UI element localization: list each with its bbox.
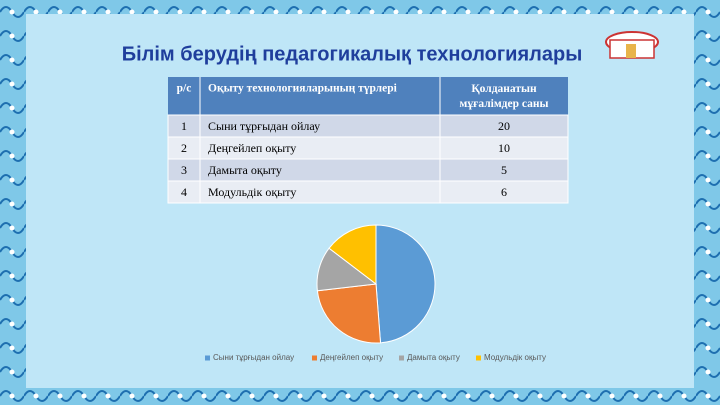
table-cell: 4 xyxy=(181,185,187,199)
table-cell: 20 xyxy=(498,119,510,133)
header-cell: р/с xyxy=(177,83,192,95)
pie-chart: Сыни тұрғыдан ойлау Деңгейлеп оқыту Дамыта… xyxy=(205,224,546,362)
table-cell: Модульдік оқыту xyxy=(208,185,296,199)
legend-label: Модульдік оқыту xyxy=(484,353,546,362)
table-row-bg xyxy=(167,180,569,204)
table-header-bg xyxy=(168,77,568,115)
yurt-icon xyxy=(605,31,659,59)
pie-slice xyxy=(328,224,377,286)
legend-label: Деңгейлеп оқыту xyxy=(320,353,383,362)
table-cell: 3 xyxy=(181,163,187,177)
table: р/с Оқыту технологияларының түрлері Қолдан… xyxy=(167,77,569,204)
table-cell: Деңгейлеп оқыту xyxy=(208,141,296,155)
table-cell: 10 xyxy=(498,141,510,155)
table-cell: Сыни тұрғыдан ойлау xyxy=(208,119,320,133)
table-cell: 1 xyxy=(181,119,187,133)
border-left xyxy=(0,0,26,405)
table-cell: 6 xyxy=(501,185,507,199)
slide-title: Білім берудің педагогикалық технологияла… xyxy=(122,43,583,65)
table-cell: Дамыта оқыту xyxy=(208,163,282,177)
table-cell: 5 xyxy=(501,163,507,177)
header-cell: Оқыту технологияларының түрлері xyxy=(208,83,398,95)
header-line: Қолданатын xyxy=(471,83,537,95)
legend-swatch xyxy=(312,355,317,361)
pie-slice xyxy=(375,224,436,344)
border-right xyxy=(694,0,720,405)
legend-swatch xyxy=(476,355,481,361)
table-cell: 2 xyxy=(181,141,187,155)
border-top xyxy=(0,0,720,14)
header-cell: Қолданатын мұғалімдер саны xyxy=(460,83,549,110)
border-bottom xyxy=(0,388,720,405)
header-line: мұғалімдер саны xyxy=(460,98,549,110)
legend-label: Сыни тұрғыдан ойлау xyxy=(213,353,294,362)
pie-slice xyxy=(316,283,382,344)
legend-swatch xyxy=(399,355,404,361)
legend-swatch xyxy=(205,355,210,361)
legend-label: Дамыта оқыту xyxy=(407,353,460,362)
